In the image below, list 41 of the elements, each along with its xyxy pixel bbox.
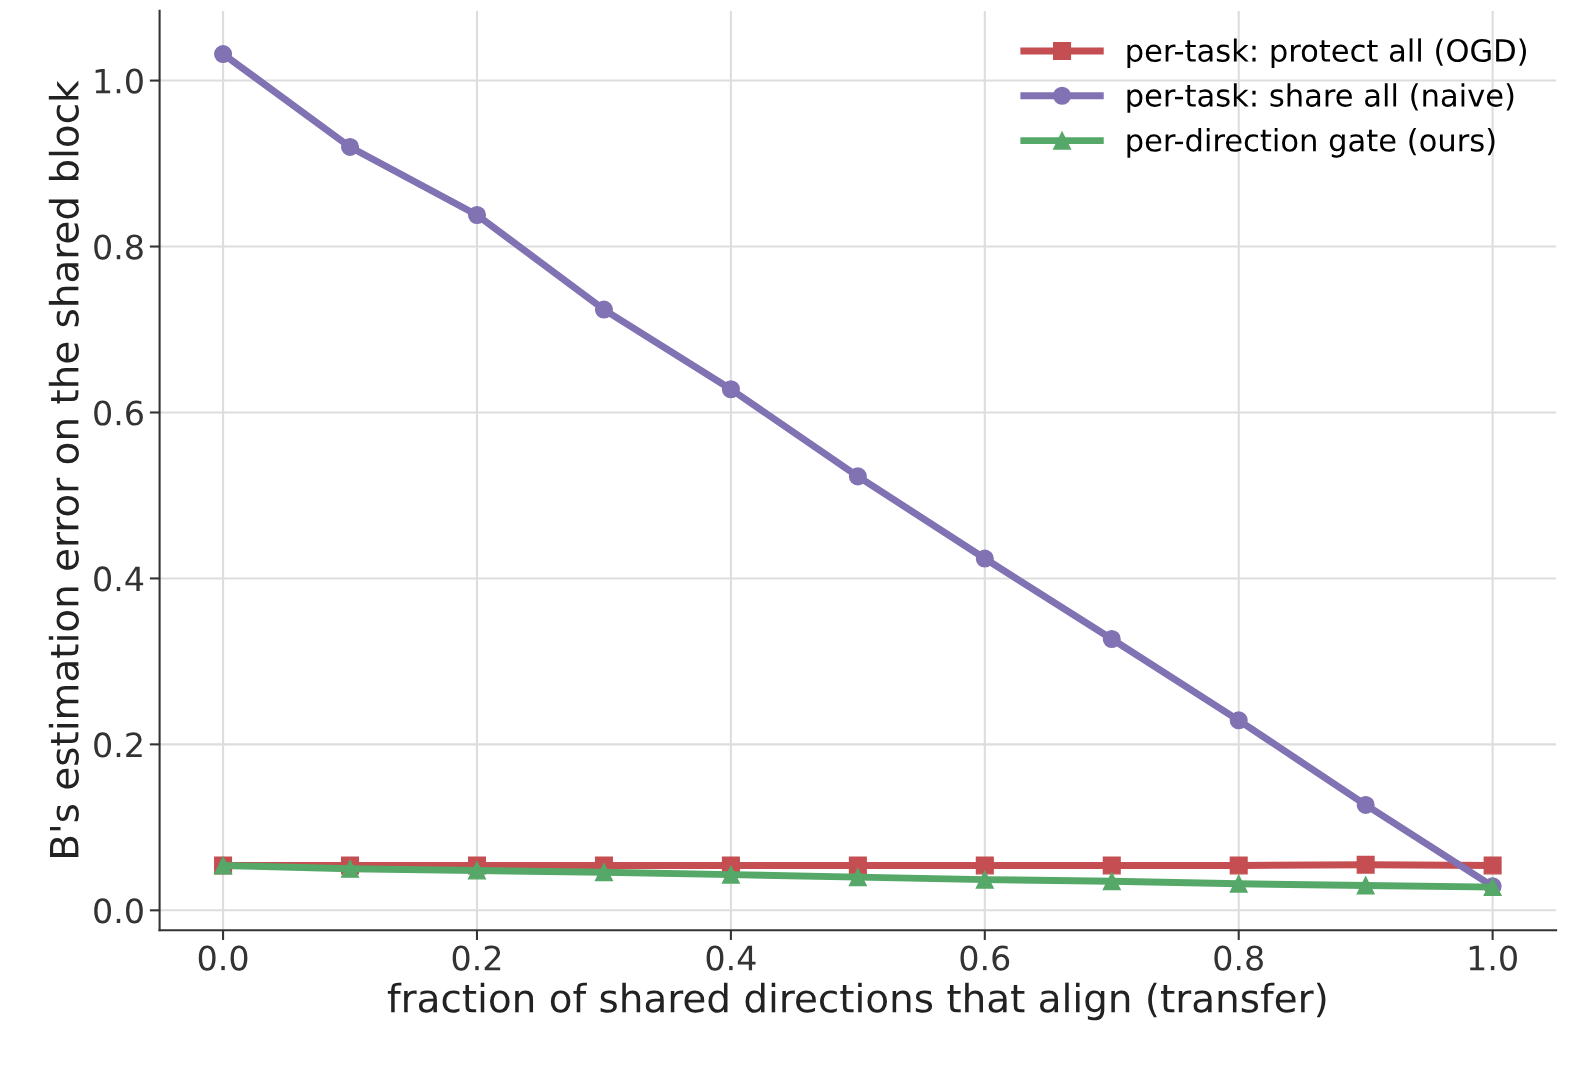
point [721, 380, 740, 399]
y-tick-label: 0.8 [94, 234, 143, 260]
y-axis-title: B's estimation error on the shared block [48, 80, 79, 857]
point [1356, 876, 1375, 895]
x-tick-label: 0.2 [452, 945, 501, 971]
point [1102, 629, 1121, 649]
y-tick-label: 1.0 [95, 68, 143, 94]
point [1356, 795, 1375, 814]
point [467, 205, 487, 225]
point [848, 467, 867, 486]
point [975, 549, 994, 568]
point [1229, 874, 1248, 893]
point [848, 868, 867, 887]
legend-label: per-task: protect all (OGD) [1127, 38, 1526, 68]
x-tick-label: 0.8 [1214, 945, 1263, 971]
x-tick-label: 0.6 [960, 945, 1010, 971]
point [594, 300, 613, 319]
point [1229, 856, 1248, 875]
point [848, 856, 867, 875]
legend-label: per-task: share all (naive) [1127, 83, 1514, 113]
point [1483, 856, 1502, 875]
point [1102, 856, 1121, 875]
point [214, 44, 233, 64]
y-tick-label: 0.4 [94, 566, 144, 592]
point [1102, 872, 1121, 891]
legend-label: per-direction gate (ours) [1127, 128, 1495, 158]
y-tick-label: 0.6 [94, 400, 143, 426]
point [1229, 711, 1248, 730]
point [1356, 855, 1375, 874]
point [975, 870, 994, 889]
x-tick-label: 0.4 [706, 945, 756, 971]
point [341, 137, 360, 156]
x-tick-label: 1.0 [1469, 945, 1517, 971]
point [594, 863, 613, 882]
x-axis-title: fraction of shared directions that align (transfer) [387, 982, 1326, 1021]
y-tick-label: 0.2 [94, 732, 142, 758]
point [721, 865, 740, 884]
x-tick-label: 0.0 [198, 945, 248, 971]
y-tick-label: 0.0 [94, 898, 143, 924]
point [975, 856, 994, 875]
point [467, 861, 487, 880]
